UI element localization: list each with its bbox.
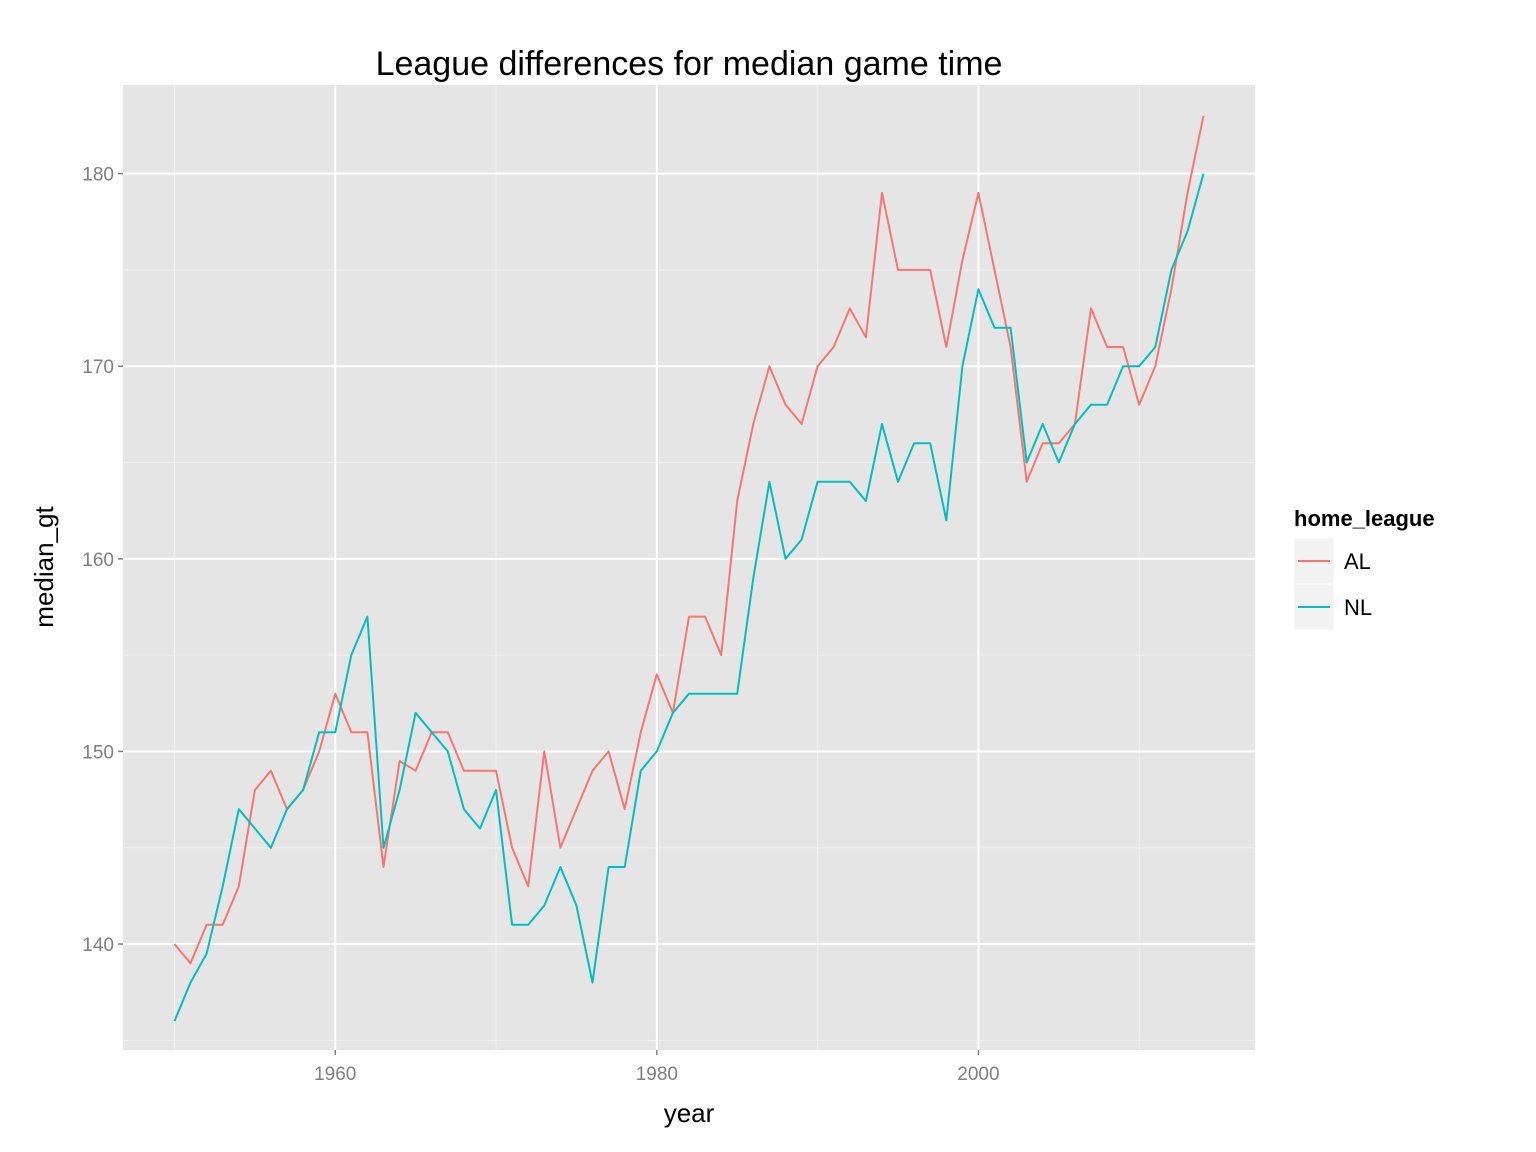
y-axis: 140 150 160 170 180 — [82, 165, 123, 956]
x-tick-label: 1980 — [636, 1064, 678, 1085]
series-line-nl — [173, 173, 1205, 1022]
series-line-al — [173, 115, 1205, 965]
plot-panel — [123, 85, 1255, 1050]
x-axis: 1960 1980 2000 — [314, 1050, 1000, 1085]
legend-title: home_league — [1294, 506, 1435, 531]
legend-label-nl: NL — [1344, 595, 1372, 620]
y-tick-label: 140 — [82, 935, 114, 956]
y-tick-label: 150 — [82, 742, 114, 763]
minor-gridlines — [123, 85, 1255, 1050]
y-tick-label: 170 — [82, 357, 114, 378]
x-axis-title: year — [664, 1098, 715, 1128]
y-tick-label: 180 — [82, 165, 114, 186]
legend: home_league AL NL — [1293, 506, 1435, 631]
y-axis-title: median_gt — [29, 506, 59, 628]
series-lines — [173, 115, 1205, 1022]
x-tick-label: 2000 — [957, 1064, 999, 1085]
legend-label-al: AL — [1344, 549, 1371, 574]
major-gridlines — [123, 85, 1255, 1050]
y-tick-label: 160 — [82, 550, 114, 571]
chart-title: League differences for median game time — [376, 45, 1003, 83]
x-tick-label: 1960 — [314, 1064, 356, 1085]
